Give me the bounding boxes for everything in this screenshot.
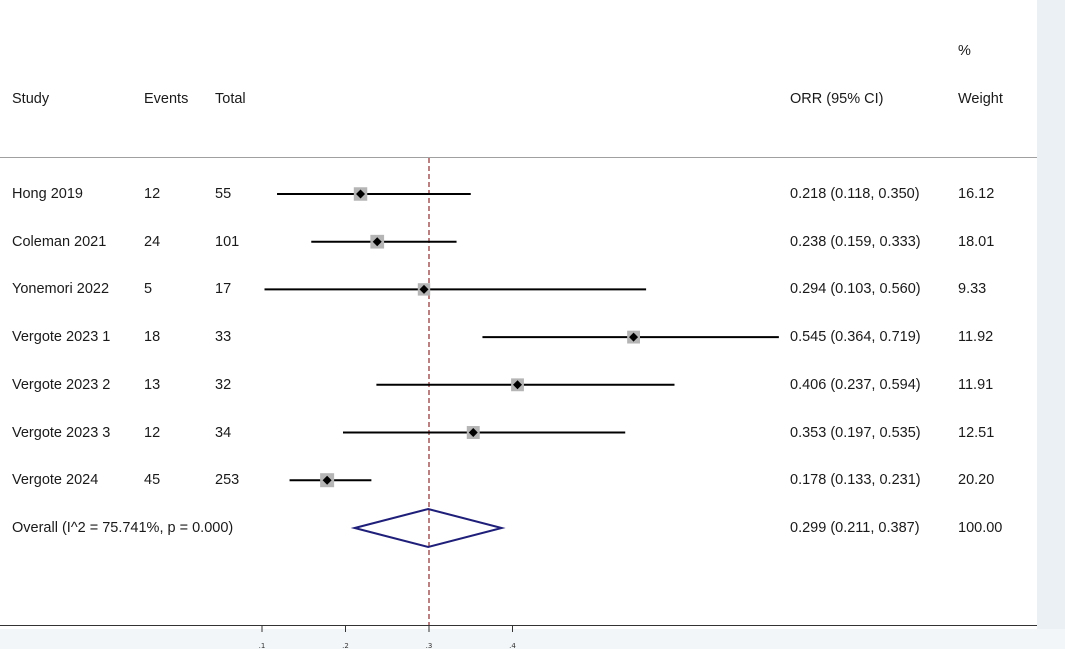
header-weight: Weight [958,91,1003,107]
overall-estimate: 0.299 (0.211, 0.387) [790,520,920,536]
overall-weight: 100.00 [958,520,1003,536]
x-tick-label: .1 [259,642,266,649]
study-weight: 16.12 [958,186,995,202]
point-estimate [322,475,332,485]
study-weight: 11.92 [958,329,994,346]
study-name: Vergote 2023 3 [12,424,111,441]
study-total: 32 [215,376,232,393]
study-events: 12 [144,186,161,202]
study-weight: 18.01 [958,233,995,250]
overall-diamond [350,507,506,549]
study-estimate: 0.294 (0.103, 0.560) [790,281,921,298]
header-estimate: ORR (95% CI) [790,91,884,107]
point-estimate [468,428,478,437]
study-events: 18 [144,329,161,346]
x-tick-label: .4 [509,642,516,649]
study-name: Vergote 2024 [12,472,99,489]
study-estimate: 0.238 (0.159, 0.333) [790,233,921,250]
x-tick-label: .3 [426,642,433,649]
x-tick-label: .2 [342,642,349,649]
right-margin-strip [1037,0,1065,649]
study-weight: 11.91 [958,376,994,393]
study-name: Yonemori 2022 [12,281,110,298]
study-events: 45 [144,472,161,489]
header-total: Total [215,91,246,107]
study-events: 24 [144,233,161,250]
x-axis-line [0,625,1037,626]
study-name: Vergote 2023 1 [12,329,111,346]
study-estimate: 0.218 (0.118, 0.350) [790,186,920,202]
study-total: 17 [215,281,232,298]
point-estimate [629,332,639,342]
header-separator [0,157,1037,158]
study-name: Hong 2019 [12,186,83,202]
study-estimate: 0.545 (0.364, 0.719) [790,329,921,346]
study-total: 253 [215,472,240,489]
study-weight: 9.33 [958,281,987,298]
study-estimate: 0.178 (0.133, 0.231) [790,472,921,489]
overall-label: Overall (I^2 = 75.741%, p = 0.000) [12,520,234,536]
study-estimate: 0.406 (0.237, 0.594) [790,376,921,393]
bottom-margin-strip [0,629,1065,649]
study-weight: 20.20 [958,472,995,489]
study-name: Coleman 2021 [12,233,107,250]
header-study: Study [12,91,50,107]
study-events: 5 [144,281,153,298]
study-events: 12 [144,424,161,441]
study-total: 55 [215,186,232,202]
point-estimate [356,189,366,199]
point-estimate [513,380,523,390]
header-events: Events [144,91,189,107]
header-weight-percent: % [958,43,971,59]
study-total: 33 [215,329,232,346]
study-estimate: 0.353 (0.197, 0.535) [790,424,921,441]
study-total: 34 [215,424,232,441]
study-events: 13 [144,376,161,393]
study-total: 101 [215,233,240,250]
point-estimate [419,284,429,294]
study-weight: 12.51 [958,424,995,441]
point-estimate [372,237,382,247]
study-name: Vergote 2023 2 [12,376,111,393]
